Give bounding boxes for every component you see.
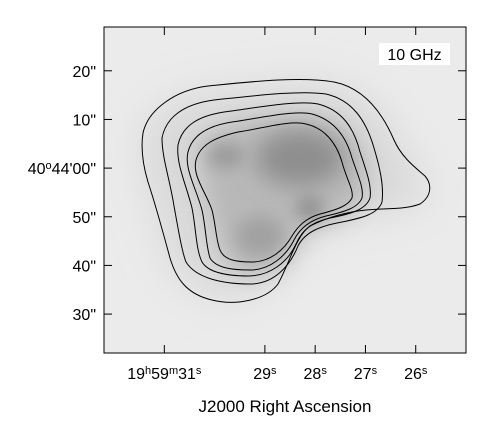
contour-level-4 xyxy=(186,112,363,271)
x-tick-label-part: 59 xyxy=(151,366,169,383)
y-tick-label-part: 44'00" xyxy=(52,161,96,178)
contour-group xyxy=(141,78,431,303)
frequency-badge-box xyxy=(379,43,450,65)
y-tick-label: 40" xyxy=(73,258,96,275)
y-tick-label: 10" xyxy=(73,112,96,129)
x-tick-label: 26s xyxy=(404,365,428,383)
frequency-badge-label: 10 GHz xyxy=(387,47,441,64)
y-tick-label-part: 50" xyxy=(73,210,96,227)
contour-level-3 xyxy=(177,102,371,277)
x-tick-label-part: 28 xyxy=(304,366,322,383)
y-tick-label-part: 40 xyxy=(28,161,46,178)
x-tick-label-part: h xyxy=(145,365,151,377)
contour-level-5 xyxy=(194,122,353,263)
x-tick-label-part: m xyxy=(169,365,178,377)
x-axis: 19h59m31s 29s 28s 27s 26s xyxy=(127,27,428,383)
contour-level-1 xyxy=(141,78,431,303)
y-tick-label-part: 10" xyxy=(73,112,96,129)
x-tick-label-part: 31 xyxy=(178,366,196,383)
y-tick-label: 20" xyxy=(73,64,96,81)
y-tick-label-part: 40" xyxy=(73,258,96,275)
plot-frame xyxy=(103,26,467,354)
x-tick-label: 29s xyxy=(253,365,277,383)
x-tick-label-part: s xyxy=(271,365,277,377)
y-tick-label: 30" xyxy=(73,307,96,324)
x-tick-label-part: s xyxy=(422,365,428,377)
x-tick-label: 27s xyxy=(354,365,378,383)
y-axis: 20" 10" 40o44'00" 50" 40" 30" xyxy=(28,64,466,324)
emission-peak-east xyxy=(296,196,324,220)
x-tick-label: 19h59m31s xyxy=(127,365,202,383)
x-tick-label: 28s xyxy=(304,365,328,383)
x-tick-label-part: 27 xyxy=(354,366,372,383)
y-tick-label: 40o44'00" xyxy=(28,160,96,178)
frequency-badge: 10 GHz xyxy=(379,43,450,65)
x-tick-label-part: 26 xyxy=(404,366,422,383)
y-tick-label-part: o xyxy=(46,160,52,172)
x-tick-label-part: s xyxy=(372,365,378,377)
emission-peak-south xyxy=(236,216,284,256)
x-tick-label-part: 29 xyxy=(253,366,271,383)
y-tick-label-part: 30" xyxy=(73,307,96,324)
x-tick-label-part: s xyxy=(196,365,202,377)
y-tick-label-part: 20" xyxy=(73,64,96,81)
x-tick-label-part: 19 xyxy=(127,366,145,383)
x-tick-label-part: s xyxy=(321,365,327,377)
x-axis-title: J2000 Right Ascension xyxy=(199,397,372,416)
emission-peak-north xyxy=(256,130,344,186)
y-tick-label: 50" xyxy=(73,210,96,227)
intensity-map xyxy=(143,83,430,297)
emission-peak-west xyxy=(208,144,244,168)
contour-level-2 xyxy=(161,92,383,285)
